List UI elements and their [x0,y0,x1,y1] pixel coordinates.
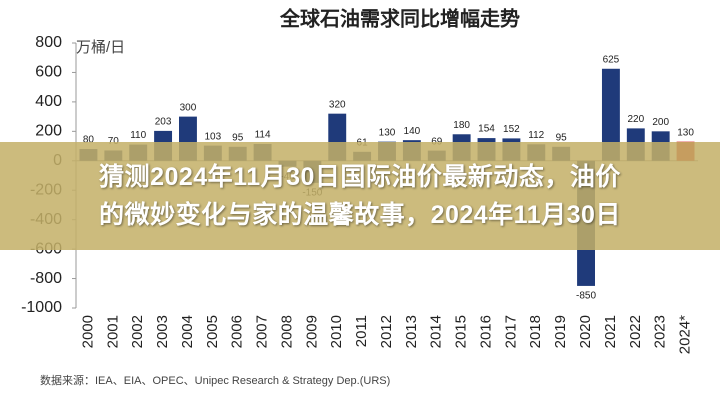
value-label: 130 [379,127,396,138]
x-tick-label: 2008 [278,315,295,348]
x-tick-label: 2014 [428,315,445,348]
y-tick-label: 800 [35,34,62,51]
value-label: 103 [204,131,221,142]
x-tick-label: 2004 [179,315,196,348]
value-label: 203 [155,117,172,128]
x-tick-label: 2017 [502,315,519,348]
y-tick-label: 200 [35,123,62,140]
value-label: 625 [603,54,620,65]
value-label: 70 [108,136,120,147]
value-label: 320 [329,99,346,110]
x-tick-label: 2007 [254,315,271,348]
bar [601,68,620,161]
x-tick-label: 2012 [378,315,395,348]
value-label: 152 [503,124,520,135]
value-label: 180 [453,120,470,131]
banner: 猜测2024年11月30日国际油价最新动态，油价 的微妙变化与家的温馨故事，20… [0,142,720,250]
x-tick-label: 2005 [204,315,221,348]
value-label: 300 [180,102,197,113]
x-tick-label: 2022 [627,315,644,348]
y-tick-label: -800 [30,270,62,287]
x-tick-label: 2016 [477,315,494,348]
value-label: 95 [232,132,244,143]
x-tick-label: 2021 [602,315,619,348]
x-tick-label: 2015 [453,315,470,348]
x-tick-label: 2010 [328,315,345,348]
x-tick-label: 2023 [652,315,669,348]
value-label: -850 [576,291,596,302]
value-label: 80 [83,135,95,146]
y-tick-label: -1000 [21,299,62,316]
value-label: 200 [652,117,669,128]
y-tick-label: 400 [35,93,62,110]
chart-title: 全球石油需求同比增幅走势 [279,6,520,30]
value-label: 69 [431,136,443,147]
x-tick-label: 2024* [677,315,694,354]
value-label: 112 [528,130,544,141]
x-tick-label: 2019 [552,315,569,348]
x-tick-label: 2018 [527,315,544,348]
value-label: 114 [255,130,271,141]
value-label: 220 [627,114,644,125]
value-label: 130 [677,127,694,138]
x-tick-label: 2009 [303,315,320,348]
x-tick-label: 2001 [104,315,121,348]
x-tick-label: 2011 [353,315,370,347]
x-tick-label: 2020 [577,315,594,348]
x-tick-label: 2006 [229,315,246,348]
value-label: 140 [404,126,421,137]
banner-line: 的微妙变化与家的温馨故事，2024年11月30日 [99,201,621,229]
banner-line: 猜测2024年11月30日国际油价最新动态，油价 [99,163,621,191]
value-label: 95 [556,132,568,143]
x-tick-label: 2013 [403,315,420,348]
x-tick-label: 2000 [79,315,96,348]
x-tick-label: 2003 [154,315,171,348]
value-label: 154 [478,124,495,135]
x-tick-label: 2002 [129,315,146,348]
y-axis-label: 万桶/日 [76,39,125,56]
y-tick-label: 600 [35,64,62,81]
source-note: 数据来源：IEA、EIA、OPEC、Unipec Research & Stra… [40,373,390,387]
value-label: 110 [130,130,146,141]
